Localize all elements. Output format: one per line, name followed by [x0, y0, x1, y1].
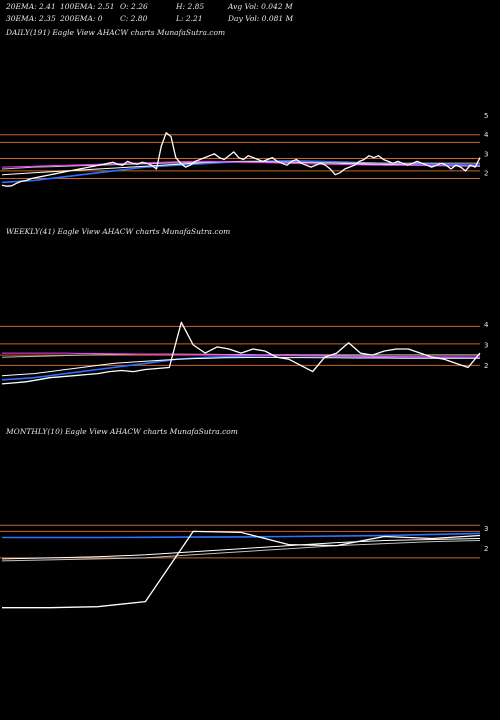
- high-readout: H: 2.85: [176, 2, 205, 11]
- weekly-y-tick-2: 2: [484, 362, 488, 370]
- day-vol-readout: Day Vol: 0.081 M: [228, 14, 294, 23]
- ema20-readout: 20EMA: 2.41: [6, 2, 56, 11]
- open-readout: O: 2.26: [120, 2, 148, 11]
- low-readout: L: 2.21: [176, 14, 203, 23]
- weekly-panel-title: WEEKLY(41) Eagle View AHACW charts Munaf…: [6, 227, 231, 236]
- monthly-ema100-line: [1, 540, 481, 562]
- weekly-ema100-line: [1, 353, 480, 358]
- daily-ema_magenta-line: [1, 160, 480, 168]
- monthly-y-tick-3: 3: [484, 525, 488, 533]
- ema100-readout: 100EMA: 2.51: [60, 2, 115, 11]
- weekly-y-tick-4: 4: [484, 321, 489, 329]
- weekly-ema30-line: [1, 356, 480, 377]
- weekly-ema_magenta-line: [2, 352, 481, 359]
- daily-y-tick-3: 3: [484, 150, 488, 158]
- ema200-readout: 200EMA: 0: [60, 14, 103, 23]
- monthly-ema20-line: [2, 532, 481, 539]
- daily-y-tick-2: 2: [484, 169, 488, 177]
- daily-price-line: [1, 132, 481, 187]
- monthly-y-tick-2: 2: [484, 545, 488, 553]
- daily-ema20-line: [1, 160, 481, 184]
- monthly-ema30-line: [1, 538, 481, 560]
- daily-y-tick-4: 4: [484, 131, 489, 139]
- ema30-readout: 30EMA: 2.35: [6, 14, 56, 23]
- daily-panel-title: DAILY(191) Eagle View AHACW charts Munaf…: [6, 28, 226, 37]
- monthly-panel-title: MONTHLY(10) Eagle View AHACW charts Muna…: [6, 427, 238, 436]
- monthly-price-line: [2, 530, 481, 609]
- daily-y-tick-5: 5: [484, 112, 488, 120]
- weekly-y-tick-3: 3: [484, 341, 488, 349]
- weekly-price-line: [1, 321, 481, 385]
- avg-vol-readout: Avg Vol: 0.042 M: [228, 2, 293, 11]
- close-readout: C: 2.80: [120, 14, 148, 23]
